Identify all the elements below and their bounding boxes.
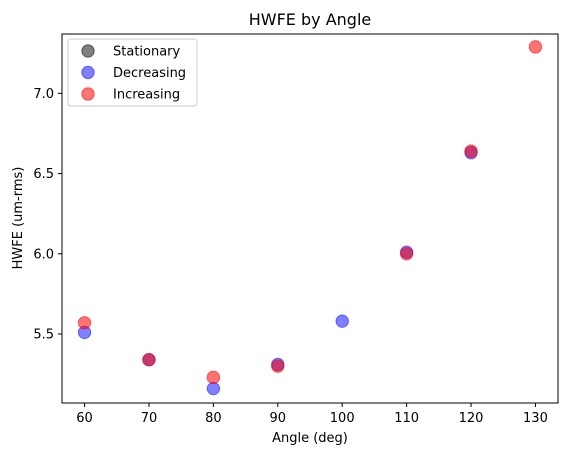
data-point-increasing <box>271 359 285 373</box>
legend-label-decreasing: Decreasing <box>113 66 186 81</box>
x-axis-ticks: 60 70 80 90 100 110 120 130 <box>76 403 548 426</box>
legend-marker-increasing <box>81 87 95 101</box>
x-tick-label: 60 <box>76 411 93 426</box>
y-tick-label: 6.0 <box>33 247 54 262</box>
legend: Stationary Decreasing Increasing <box>67 38 198 107</box>
x-tick-label: 70 <box>141 411 158 426</box>
chart-title: HWFE by Angle <box>249 10 372 29</box>
y-axis-ticks: 5.5 6.0 6.5 7.0 <box>33 87 62 343</box>
y-tick-label: 7.0 <box>33 87 54 102</box>
data-point-decreasing <box>335 314 349 328</box>
x-tick-label: 130 <box>523 411 548 426</box>
legend-box <box>67 38 198 107</box>
x-axis-title: Angle (deg) <box>272 431 348 446</box>
x-tick-label: 80 <box>205 411 222 426</box>
data-point-increasing <box>464 144 478 158</box>
legend-marker-decreasing <box>81 65 95 80</box>
x-tick-label: 120 <box>459 411 484 426</box>
data-point-decreasing <box>206 381 221 396</box>
data-point-increasing <box>142 352 156 367</box>
data-point-increasing <box>399 247 414 261</box>
y-tick-label: 6.5 <box>33 167 54 182</box>
legend-label-stationary: Stationary <box>113 45 181 60</box>
data-point-increasing <box>77 316 92 330</box>
x-tick-label: 90 <box>270 411 287 426</box>
y-tick-label: 5.5 <box>33 328 54 343</box>
y-axis-title: HWFE (um-rms) <box>11 167 26 270</box>
x-tick-label: 100 <box>330 411 355 426</box>
data-point-increasing <box>206 370 221 385</box>
plot-area-frame <box>61 33 559 404</box>
data-points <box>77 40 543 396</box>
legend-label-increasing: Increasing <box>113 88 180 103</box>
x-tick-label: 110 <box>394 411 419 426</box>
legend-marker-stationary <box>81 44 95 58</box>
data-point-increasing <box>528 40 543 54</box>
